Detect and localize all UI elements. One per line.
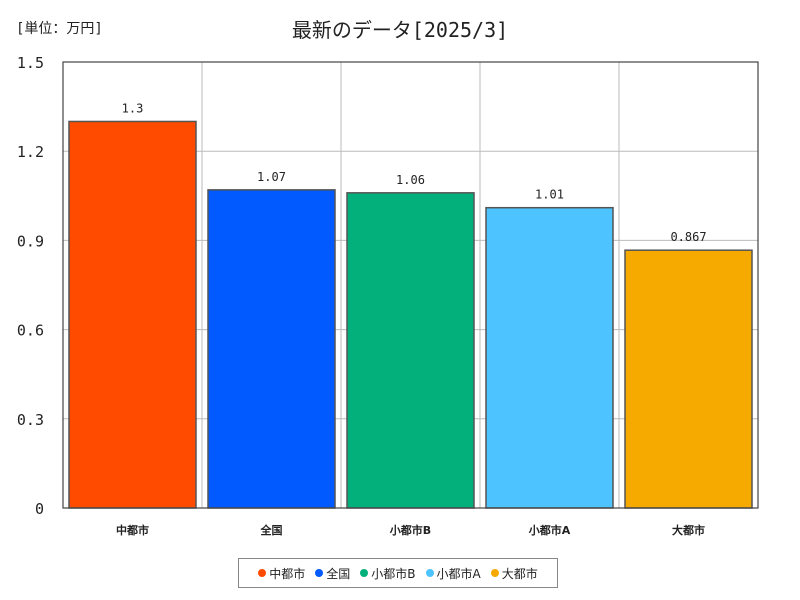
data-label: 0.867 — [670, 230, 706, 244]
legend-marker — [258, 569, 267, 577]
bar — [207, 189, 336, 509]
legend-item: 小都市A — [425, 565, 481, 582]
legend-marker — [425, 569, 434, 577]
x-tick-label: 大都市 — [672, 523, 705, 537]
legend-item: 小都市B — [360, 565, 416, 582]
legend-label: 大都市 — [501, 566, 538, 581]
data-label: 1.06 — [396, 173, 425, 187]
y-tick-label: 0.9 — [17, 232, 44, 250]
legend-label: 全国 — [326, 566, 351, 581]
legend-item: 全国 — [315, 565, 350, 582]
y-tick-label: 1.5 — [17, 54, 44, 72]
x-tick-label: 小都市B — [389, 523, 431, 537]
legend-label: 中都市 — [269, 566, 306, 581]
y-tick-label: 0 — [35, 500, 44, 518]
data-label: 1.3 — [122, 101, 144, 115]
unit-label: [単位：万円] — [16, 21, 103, 37]
bar — [346, 192, 475, 509]
data-label: 1.07 — [257, 170, 286, 184]
legend-item: 大都市 — [490, 565, 538, 582]
chart-legend: 中都市 全国 小都市B 小都市A 大都市 — [238, 558, 558, 588]
x-tick-label: 全国 — [260, 523, 283, 537]
y-tick-label: 0.3 — [17, 411, 44, 429]
legend-marker — [360, 569, 369, 577]
bar — [68, 120, 197, 509]
bar — [624, 249, 753, 509]
data-label: 1.01 — [535, 188, 564, 202]
legend-marker — [490, 569, 499, 577]
legend-item: 中都市 — [258, 565, 305, 582]
plot-border — [62, 61, 759, 509]
x-tick-label: 小都市A — [528, 523, 571, 537]
bar — [485, 206, 614, 509]
y-tick-label: 1.2 — [17, 143, 44, 161]
legend-marker — [315, 569, 324, 577]
legend-label: 小都市B — [371, 566, 416, 581]
legend-label: 小都市A — [436, 566, 481, 581]
chart-title: 最新のデータ[2025/3] — [291, 18, 509, 42]
x-tick-label: 中都市 — [116, 523, 149, 537]
y-tick-label: 0.6 — [17, 322, 44, 340]
